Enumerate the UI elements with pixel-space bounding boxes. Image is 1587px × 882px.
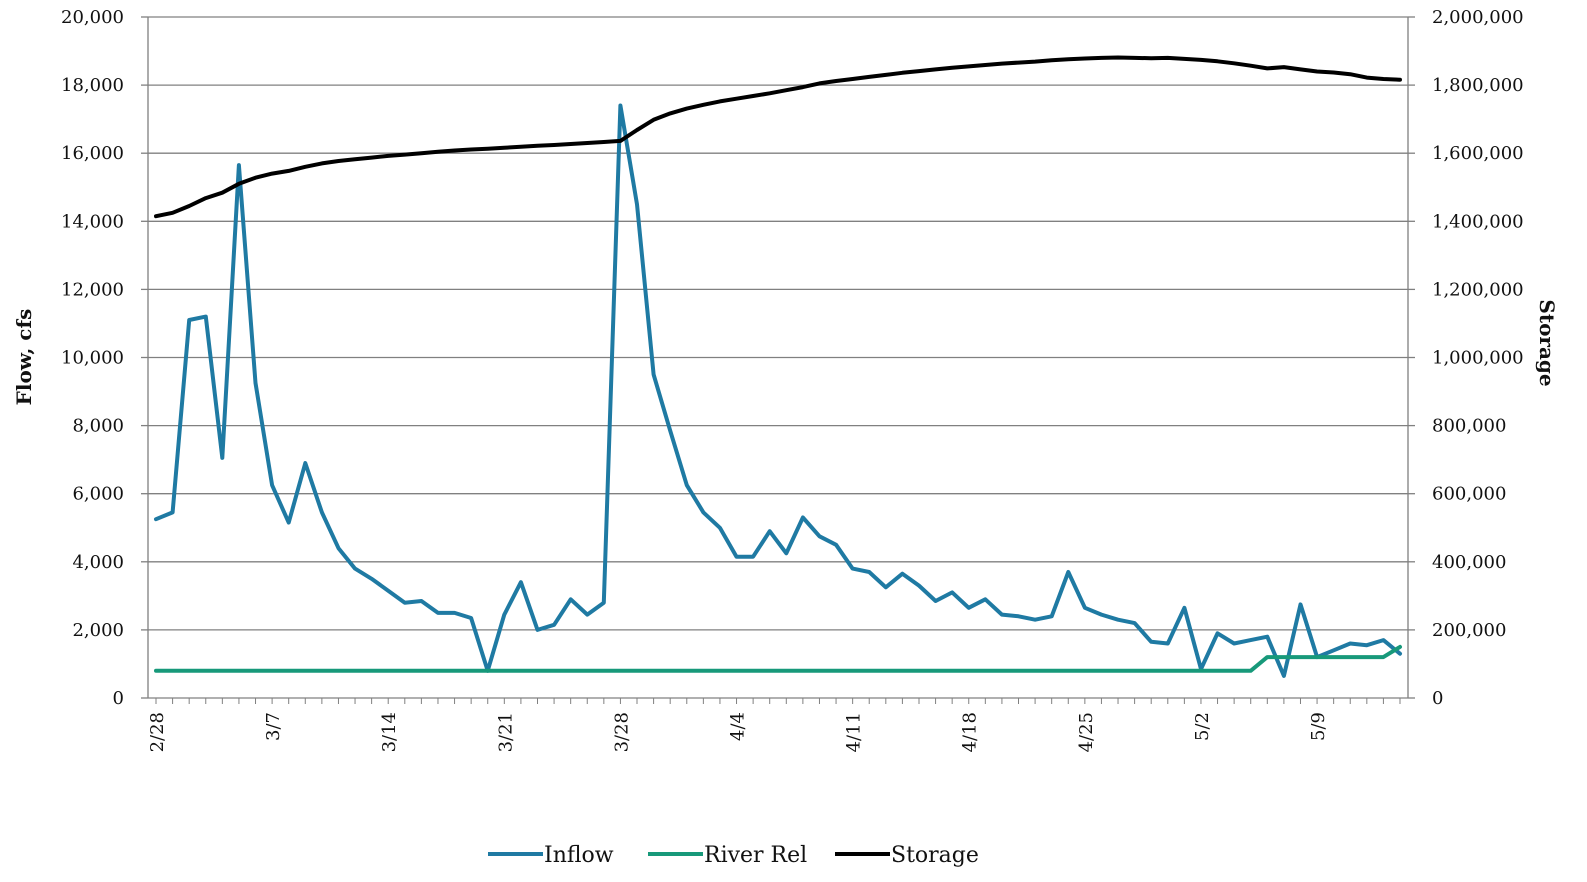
y2-tick-label: 800,000 [1432,416,1506,437]
gridlines [148,17,1408,698]
y2-tick-label: 1,000,000 [1432,348,1524,369]
y-tick-label: 18,000 [61,75,124,96]
x-tick-label: 3/7 [263,712,284,741]
x-axis-ticks: 2/28 3/7 3/14 3/21 3/28 4/4 4/11 4/18 4/25 5/2 5/9 [147,712,1329,752]
y-tick-label: 8,000 [72,416,124,437]
right-axis-ticks: 0 200,000 400,000 600,000 800,000 1,000,000 1,… [1432,7,1524,709]
y2-tick-label: 1,200,000 [1432,279,1524,300]
series-line-inflow [156,106,1400,676]
x-tick-label: 5/2 [1192,712,1213,741]
y2-tick-label: 0 [1432,688,1443,709]
legend-label-river-rel: River Rel [704,843,807,868]
y2-tick-label: 1,400,000 [1432,211,1524,232]
x-tick-label: 3/28 [611,712,632,752]
y2-tick-label: 1,600,000 [1432,143,1524,164]
x-tick-label: 4/18 [960,712,981,752]
series-line-river-rel [156,647,1400,671]
y-tick-label: 14,000 [61,211,124,232]
series-lines [156,58,1400,676]
y-axis-title: Flow, cfs [12,309,36,406]
y-tick-label: 4,000 [72,552,124,573]
y2-tick-label: 600,000 [1432,484,1506,505]
y-tick-label: 6,000 [72,484,124,505]
left-axis-ticks: 0 2,000 4,000 6,000 8,000 10,000 12,000 14,000 1… [61,7,124,709]
y-tick-label: 10,000 [61,348,124,369]
y-tick-label: 12,000 [61,279,124,300]
series-line-storage [156,58,1400,217]
y2-tick-label: 400,000 [1432,552,1506,573]
x-tick-label: 4/4 [728,712,749,741]
legend: Inflow River Rel Storage [488,843,979,868]
y2-axis-title: Storage [1535,299,1559,386]
x-tick-label: 4/11 [844,712,865,752]
legend-label-storage: Storage [891,843,979,868]
legend-label-inflow: Inflow [544,843,614,868]
x-tick-label: 2/28 [147,712,168,752]
x-tick-label: 3/21 [495,712,516,752]
y-tick-label: 20,000 [61,7,124,28]
axes [141,17,1415,704]
y2-tick-label: 1,800,000 [1432,75,1524,96]
y-tick-label: 2,000 [72,620,124,641]
y-tick-label: 0 [113,688,124,709]
y-tick-label: 16,000 [61,143,124,164]
x-tick-label: 3/14 [379,712,400,752]
y2-tick-label: 2,000,000 [1432,7,1524,28]
y2-tick-label: 200,000 [1432,620,1506,641]
x-tick-label: 5/9 [1308,712,1329,741]
x-tick-label: 4/25 [1076,712,1097,752]
